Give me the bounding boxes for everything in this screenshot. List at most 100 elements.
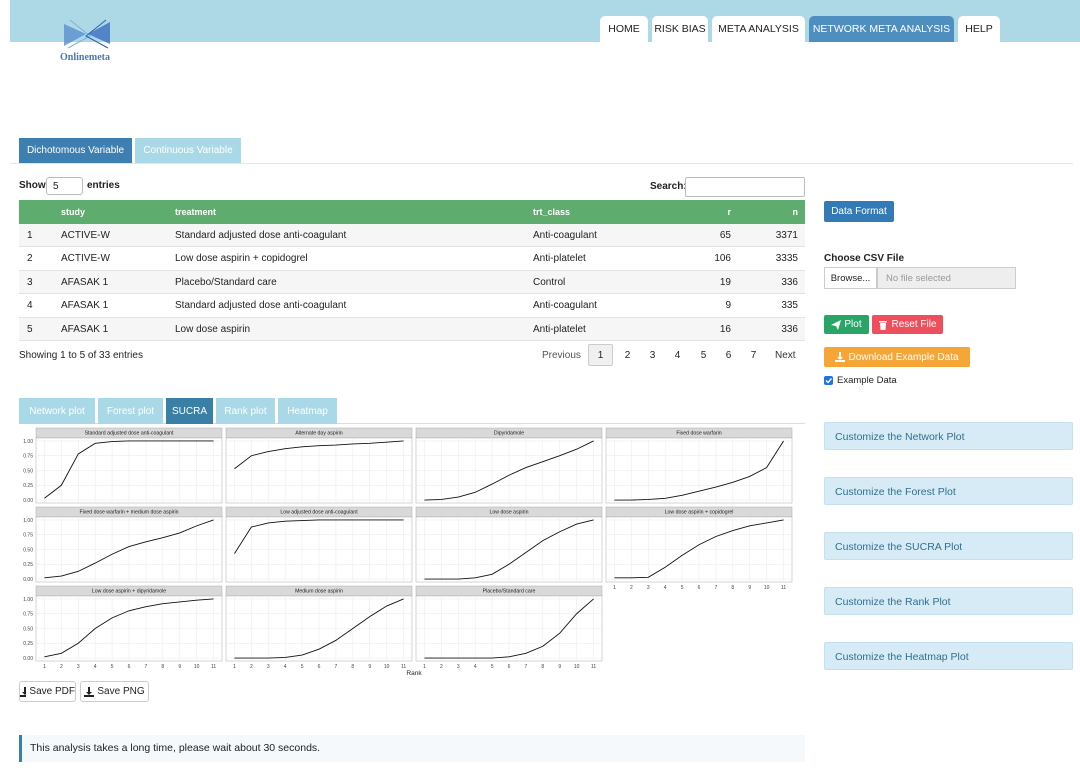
panel-title: Fixed dose warfarin [676, 431, 721, 437]
data-format-button[interactable]: Data Format [824, 201, 894, 222]
table-cell: 4 [27, 300, 33, 312]
plot-tab[interactable]: Network plot [19, 398, 95, 424]
y-tick-label: 0.50 [23, 626, 33, 632]
y-tick-label: 1.00 [23, 518, 33, 524]
panel-title: Medium dose aspirin [295, 589, 343, 595]
customize-panel[interactable]: Customize the Network Plot [824, 422, 1073, 450]
table-cell: ACTIVE-W [61, 253, 110, 265]
panel-title: Fixed dose warfarin + medium dose aspiri… [79, 510, 178, 516]
table-cell: 3371 [775, 230, 798, 241]
y-tick-label: 0.25 [23, 562, 33, 568]
y-tick-label: 1.00 [23, 439, 33, 445]
customize-panel[interactable]: Customize the Heatmap Plot [824, 642, 1073, 670]
table-cell: 65 [719, 230, 731, 241]
checkmark [825, 378, 833, 384]
table-cell: 335 [781, 300, 798, 312]
reset-button[interactable]: Reset File [872, 315, 943, 334]
panel-title: Low dose aspirin + copidogrel [665, 510, 734, 516]
x-tick-label: 7 [525, 664, 528, 670]
variable-tab[interactable]: Continuous Variable [135, 138, 241, 163]
table-cell: Placebo/Standard care [175, 276, 277, 288]
pagination-page[interactable]: 1 [588, 344, 613, 366]
table-cell: 1 [27, 230, 33, 241]
panel-title: Standard adjusted dose anti-coagulant [85, 431, 174, 437]
checkbox[interactable] [824, 376, 833, 385]
divider [10, 163, 1073, 164]
nav-tab[interactable]: RISK BIAS [652, 16, 708, 42]
pagination-page[interactable]: 2 [624, 349, 631, 361]
x-tick-label: 9 [368, 664, 371, 670]
pagination-page[interactable]: 5 [700, 349, 707, 361]
x-tick-label: 9 [558, 664, 561, 670]
x-tick-label: 4 [664, 585, 667, 591]
column-header[interactable]: trt_class [533, 207, 571, 217]
sucra-line [234, 519, 404, 554]
x-tick-label: 4 [284, 664, 287, 670]
table-info: Showing 1 to 5 of 33 entries [19, 350, 143, 361]
plot-tab[interactable]: Rank plot [216, 398, 275, 424]
x-tick-label: 1 [43, 664, 46, 670]
customize-panel[interactable]: Customize the SUCRA Plot [824, 532, 1073, 560]
x-tick-label: 4 [94, 664, 97, 670]
x-tick-label: 8 [541, 664, 544, 670]
pagination-page[interactable]: 6 [725, 349, 732, 361]
divider [19, 403, 805, 424]
x-tick-label: 7 [335, 664, 338, 670]
customize-panel[interactable]: Customize the Forest Plot [824, 477, 1073, 505]
logo-mark [64, 19, 110, 49]
nav-tab[interactable]: META ANALYSIS [712, 16, 805, 42]
variable-tab[interactable]: Dichotomous Variable [19, 138, 132, 163]
pagination-page[interactable]: 7 [750, 349, 757, 361]
save-button[interactable]: Save PNG [80, 681, 149, 702]
column-header[interactable]: n [792, 207, 799, 217]
table-cell: 3 [27, 276, 33, 288]
panel-title: Low dose aspirin + dipyridamole [92, 589, 166, 595]
table-row [19, 317, 805, 341]
x-tick-label: 3 [647, 585, 650, 591]
panel-title: Low dose aspirin [490, 510, 529, 516]
plot-tab[interactable]: SUCRA [166, 398, 213, 424]
save-button[interactable]: Save PDF [19, 681, 76, 702]
plot-tab[interactable]: Heatmap [278, 398, 337, 424]
x-tick-label: 3 [267, 664, 270, 670]
show-label: Show [19, 180, 46, 191]
nav-tab[interactable]: NETWORK META ANALYSIS [809, 16, 954, 42]
sucra-chart: Standard adjusted dose anti-coagulant 0.0… [23, 427, 793, 677]
pagination-previous[interactable]: Previous [542, 350, 581, 361]
column-header[interactable]: study [61, 207, 86, 217]
table-cell: Standard adjusted dose anti-coagulant [175, 300, 347, 312]
nav-tab[interactable]: HOME [600, 16, 648, 42]
table-cell: 5 [27, 323, 33, 335]
sucra-line [234, 598, 404, 659]
x-tick-label: 8 [731, 585, 734, 591]
checkbox-label: Example Data [837, 375, 897, 386]
download-button[interactable]: Download Example Data [824, 347, 970, 367]
x-tick-label: 4 [474, 664, 477, 670]
icon [20, 686, 27, 697]
x-tick-label: 10 [764, 585, 770, 591]
y-tick-label: 0.00 [23, 577, 33, 583]
x-tick-label: 1 [233, 664, 236, 670]
browse-button[interactable]: Browse... [824, 267, 877, 289]
plot-tab[interactable]: Forest plot [98, 398, 163, 424]
y-tick-label: 0.00 [23, 498, 33, 504]
x-tick-label: 11 [401, 664, 406, 670]
search-input[interactable] [685, 177, 805, 197]
length-select[interactable]: 5 [46, 177, 83, 195]
x-tick-label: 5 [301, 664, 304, 670]
plot-button[interactable]: Plot [824, 315, 869, 334]
x-tick-label: 5 [111, 664, 114, 670]
column-header[interactable]: treatment [175, 207, 217, 217]
x-tick-label: 5 [681, 585, 684, 591]
x-tick-label: 6 [128, 664, 131, 670]
pagination-next[interactable]: Next [775, 350, 796, 361]
pagination-page[interactable]: 4 [674, 349, 681, 361]
pagination-page[interactable]: 3 [649, 349, 656, 361]
x-tick-label: 10 [574, 664, 580, 670]
customize-panel[interactable]: Customize the Rank Plot [824, 587, 1073, 615]
sucra-line [44, 519, 214, 579]
nav-tab[interactable]: HELP [958, 16, 1000, 42]
table-cell: Control [533, 276, 566, 288]
column-header[interactable]: r [727, 207, 731, 217]
